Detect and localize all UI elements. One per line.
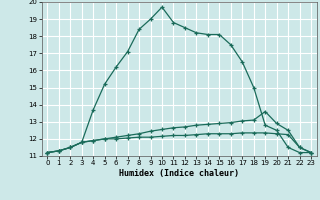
X-axis label: Humidex (Indice chaleur): Humidex (Indice chaleur): [119, 169, 239, 178]
